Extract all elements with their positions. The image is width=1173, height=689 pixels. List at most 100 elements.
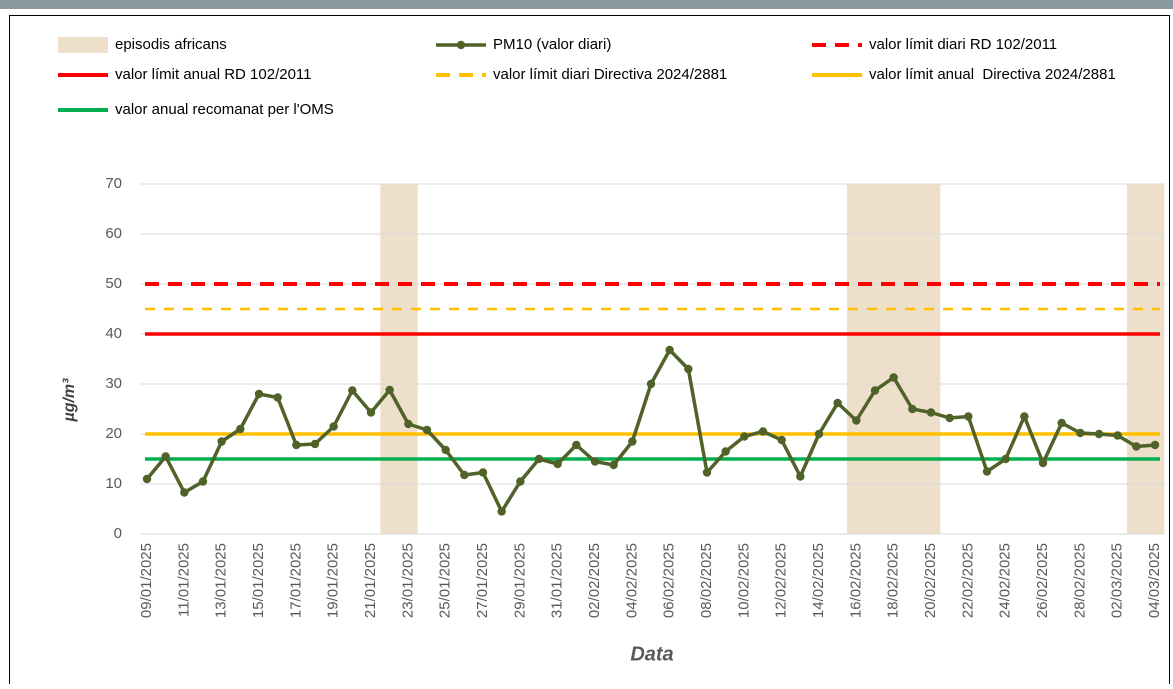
y-tick-label: 30 [105,375,122,392]
legend-swatch [456,40,466,50]
x-tick-label: 02/03/2025 [1109,543,1126,618]
point [142,474,152,484]
point [665,345,674,355]
legend-label: valor límit diari Directiva 2024/2881 [493,66,727,83]
y-tick-label: 70 [105,175,122,192]
point [180,488,189,497]
point [777,435,786,445]
point [740,432,749,441]
top-bar [0,0,1173,9]
y-tick-label: 10 [105,475,122,492]
point [273,393,282,402]
x-tick-label: 15/01/2025 [250,543,267,618]
band [847,184,941,534]
point [422,425,432,435]
band [1127,184,1165,534]
point [366,408,376,417]
legend-label: valor límit anual RD 102/2011 [115,66,312,83]
series-line [145,348,1156,514]
x-tick-label: 04/03/2025 [1146,543,1163,618]
legend-label: valor límit anual Directiva 2024/2881 [869,66,1116,83]
x-tick-label: 23/01/2025 [399,543,416,618]
y-tick-label: 20 [105,425,122,442]
x-tick-label: 18/02/2025 [885,543,902,618]
point [441,445,450,455]
x-tick-label: 09/01/2025 [138,543,155,618]
point [1094,429,1104,439]
y-tick-label: 40 [105,325,122,342]
point [1076,428,1085,438]
point [870,386,880,395]
x-tick-label: 06/02/2025 [661,543,678,618]
legend-label: episodis africans [115,36,227,53]
x-tick-label: 29/01/2025 [511,543,528,618]
point [572,440,581,450]
point [1150,440,1160,450]
point [945,413,954,423]
point [385,385,394,395]
point [721,447,730,456]
point [534,454,544,464]
x-tick-label: 25/01/2025 [437,543,454,618]
x-tick-label: 14/02/2025 [810,543,827,618]
x-tick-label: 16/02/2025 [847,543,864,618]
x-tick-label: 19/01/2025 [325,543,342,618]
x-tick-label: 21/01/2025 [362,543,379,618]
point [852,416,861,425]
point [889,373,898,382]
x-tick-label: 02/02/2025 [586,543,603,618]
y-axis-label: µg/m³ [61,378,78,423]
point [926,408,936,417]
point [254,389,264,399]
point [796,472,805,481]
point [609,460,618,470]
x-tick-label: 20/02/2025 [922,543,939,618]
y-tick-label: 60 [105,225,122,242]
legend-label: valor límit diari RD 102/2011 [869,36,1057,53]
point [217,437,226,446]
point [1057,418,1066,428]
x-tick-label: 11/01/2025 [175,543,192,617]
point [684,364,693,374]
point [329,422,338,431]
point [497,507,506,516]
frame [9,15,1170,689]
x-tick-label: 31/01/2025 [549,543,566,618]
point [590,457,600,466]
point [1038,458,1048,468]
point [702,468,712,477]
point [236,424,245,434]
point [553,459,562,469]
point [758,427,768,436]
x-tick-label: 28/02/2025 [1071,543,1088,618]
point [1132,442,1141,451]
point [161,452,170,461]
point [460,470,469,480]
point [964,412,973,421]
point [310,439,320,449]
x-tick-label: 08/02/2025 [698,543,715,618]
x-tick-label: 27/01/2025 [474,543,491,618]
point [646,379,656,389]
point [1020,412,1029,421]
point [292,440,301,450]
point [198,477,208,486]
x-tick-label: 10/02/2025 [735,543,752,618]
legend-swatch [58,37,108,53]
point [1001,454,1010,464]
point [814,429,824,439]
point [908,404,917,414]
y-tick-label: 50 [105,275,122,292]
x-axis-label: Data [630,643,673,665]
point [1113,431,1122,440]
x-tick-label: 22/02/2025 [959,543,976,618]
x-tick-label: 04/02/2025 [623,543,640,618]
legend-label: PM10 (valor diari) [493,36,611,53]
point [348,386,357,395]
band [380,184,418,534]
point [833,398,842,408]
point [478,468,488,477]
x-tick-label: 17/01/2025 [287,543,304,618]
x-tick-label: 24/02/2025 [997,543,1014,618]
